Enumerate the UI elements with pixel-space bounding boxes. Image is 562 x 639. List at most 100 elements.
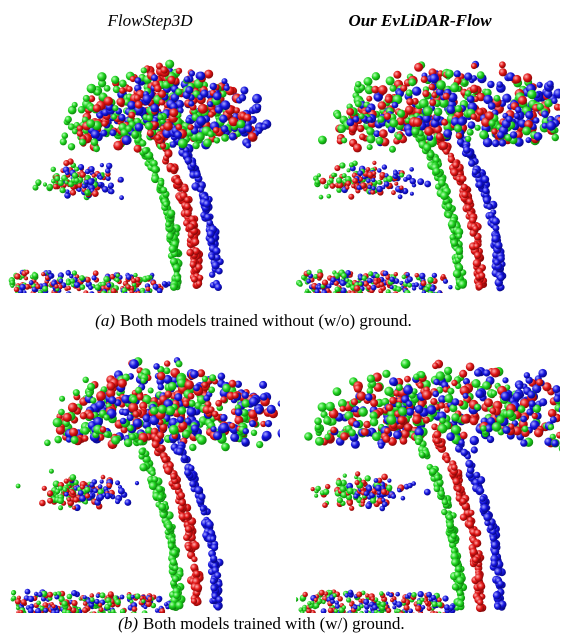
point-dot [337, 497, 343, 503]
point-dot [430, 286, 436, 292]
point-dot [100, 592, 106, 598]
point-dot [70, 474, 77, 481]
point-dot [157, 494, 163, 500]
point-dot [433, 613, 437, 617]
point-dot [170, 473, 177, 480]
point-dot [370, 418, 379, 427]
point-dot [219, 423, 229, 433]
point-dot [483, 369, 490, 376]
point-dot [444, 457, 450, 463]
point-dot [346, 597, 351, 602]
point-dot [372, 161, 376, 165]
point-dot [144, 293, 150, 299]
point-dot [249, 397, 259, 407]
point-dot [406, 401, 413, 408]
point-dot [458, 117, 467, 126]
point-dot [331, 277, 336, 282]
point-dot [166, 406, 176, 416]
point-dot [419, 285, 424, 290]
point-dot [60, 138, 67, 145]
point-dot [442, 596, 448, 602]
point-dot [427, 277, 433, 283]
point-dot [437, 602, 443, 608]
point-dot [244, 114, 252, 122]
point-dot [359, 113, 365, 119]
point-dot [355, 81, 361, 87]
point-dot [182, 455, 188, 461]
point-dot [83, 595, 87, 599]
point-dot [433, 431, 441, 439]
point-dot [396, 134, 403, 141]
point-dot [323, 489, 329, 495]
point-dot [165, 221, 171, 227]
point-dot [491, 128, 497, 134]
point-dot [396, 286, 402, 292]
point-dot [402, 275, 407, 280]
point-dot [343, 474, 347, 478]
point-dot [429, 99, 436, 106]
point-dot [477, 599, 484, 606]
point-dot [389, 397, 397, 405]
point-dot [62, 132, 69, 139]
point-dot [506, 116, 513, 123]
point-dot [14, 273, 20, 279]
point-dot [451, 239, 458, 246]
point-dot [528, 391, 536, 399]
point-dot [109, 189, 115, 195]
point-dot [392, 102, 399, 109]
point-dot [307, 601, 311, 605]
point-dot [492, 140, 500, 148]
point-dot [125, 499, 132, 506]
point-dot [441, 509, 447, 515]
point-dot [43, 608, 48, 613]
point-dot [150, 470, 156, 476]
point-dot [194, 171, 201, 178]
point-dot [537, 82, 543, 88]
point-dot [139, 140, 146, 147]
point-dot [446, 432, 455, 441]
point-dot [533, 117, 540, 124]
point-dot [494, 568, 502, 576]
point-dot [499, 68, 507, 76]
point-dot [347, 488, 354, 495]
point-dot [414, 282, 419, 287]
point-dot [472, 556, 479, 563]
point-dot [346, 283, 351, 288]
point-dot [80, 485, 85, 490]
point-dot [353, 421, 360, 428]
point-dot [454, 70, 461, 77]
point-dot [71, 436, 79, 444]
point-dot [112, 612, 118, 618]
point-dot [135, 294, 139, 298]
point-dot [79, 139, 86, 146]
point-dot [164, 602, 168, 606]
point-dot [210, 83, 217, 90]
point-dot [242, 392, 249, 399]
point-dot [409, 167, 414, 172]
point-dot [125, 125, 132, 132]
point-dot [174, 131, 182, 139]
point-dot [401, 598, 406, 603]
point-dot [305, 289, 309, 293]
point-dot [346, 108, 354, 116]
point-dot [424, 127, 433, 136]
point-dot [210, 555, 217, 562]
point-dot [463, 393, 469, 399]
point-dot [479, 272, 486, 279]
point-dot [92, 275, 97, 280]
point-dot [200, 506, 206, 512]
point-dot [119, 87, 125, 93]
point-dot [216, 596, 223, 603]
point-dot [159, 445, 165, 451]
point-dot [115, 278, 120, 283]
point-dot [134, 145, 142, 153]
point-dot [166, 232, 173, 239]
point-dot [146, 115, 153, 122]
point-dot [47, 490, 53, 496]
point-dot [222, 78, 228, 84]
point-dot [408, 78, 416, 86]
point-dot [82, 184, 87, 189]
point-dot [379, 129, 388, 138]
point-dot [115, 499, 120, 504]
point-dot [214, 572, 221, 579]
